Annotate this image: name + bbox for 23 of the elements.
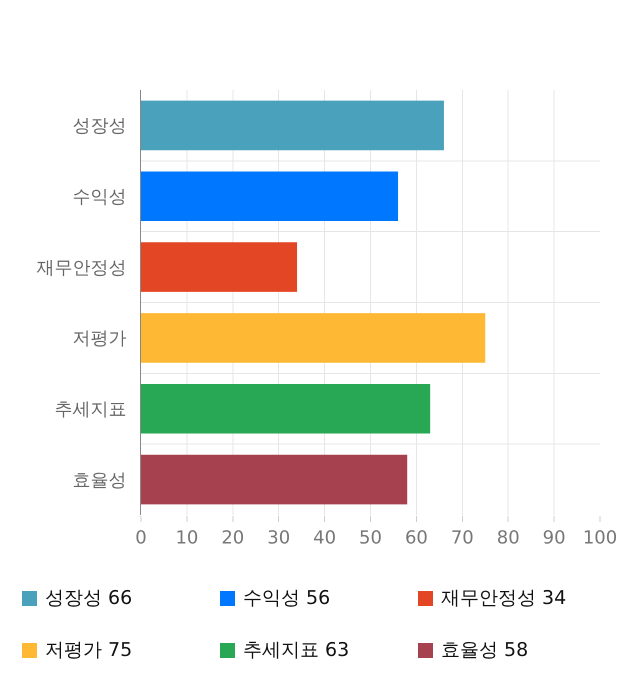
x-tick-label: 70: [450, 528, 474, 549]
y-tick-label: 저평가: [72, 328, 126, 350]
legend-label: 재무안정성 34: [441, 586, 566, 611]
x-tick-label: 100: [582, 528, 618, 549]
legend-label: 수익성 56: [243, 586, 330, 611]
x-tick-label: 0: [135, 528, 147, 549]
x-tick-label: 40: [313, 528, 336, 549]
y-tick-label: 추세지표: [54, 399, 126, 420]
x-tick-label: 60: [404, 528, 428, 549]
legend-label: 성장성 66: [45, 586, 132, 611]
y-tick-label: 재무안정성: [36, 257, 126, 278]
x-tick-label: 10: [175, 528, 198, 549]
x-tick-label: 80: [496, 528, 520, 549]
x-tick-label: 50: [359, 528, 382, 549]
x-tick-label: 20: [221, 528, 244, 549]
y-tick-label: 성장성: [72, 116, 126, 137]
y-tick-label: 수익성: [72, 186, 126, 208]
y-tick-label: 효율성: [72, 470, 126, 491]
legend-label: 효율성 58: [441, 638, 528, 663]
x-tick-label: 90: [542, 528, 566, 549]
x-tick-label: 30: [267, 528, 290, 549]
legend-label: 저평가 75: [45, 638, 132, 663]
legend-label: 추세지표 63: [243, 638, 350, 663]
